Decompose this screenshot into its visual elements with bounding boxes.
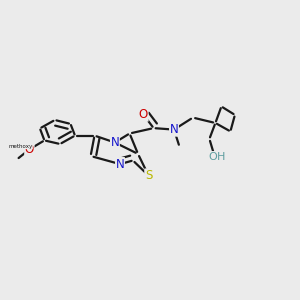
Text: N: N	[169, 123, 178, 136]
Text: N: N	[110, 136, 119, 149]
Text: S: S	[145, 169, 152, 182]
Text: H: H	[217, 152, 225, 162]
Text: methoxy: methoxy	[8, 144, 32, 149]
Text: O: O	[139, 108, 148, 121]
Text: N: N	[116, 158, 124, 171]
Text: O: O	[208, 152, 217, 162]
Text: O: O	[25, 143, 34, 156]
